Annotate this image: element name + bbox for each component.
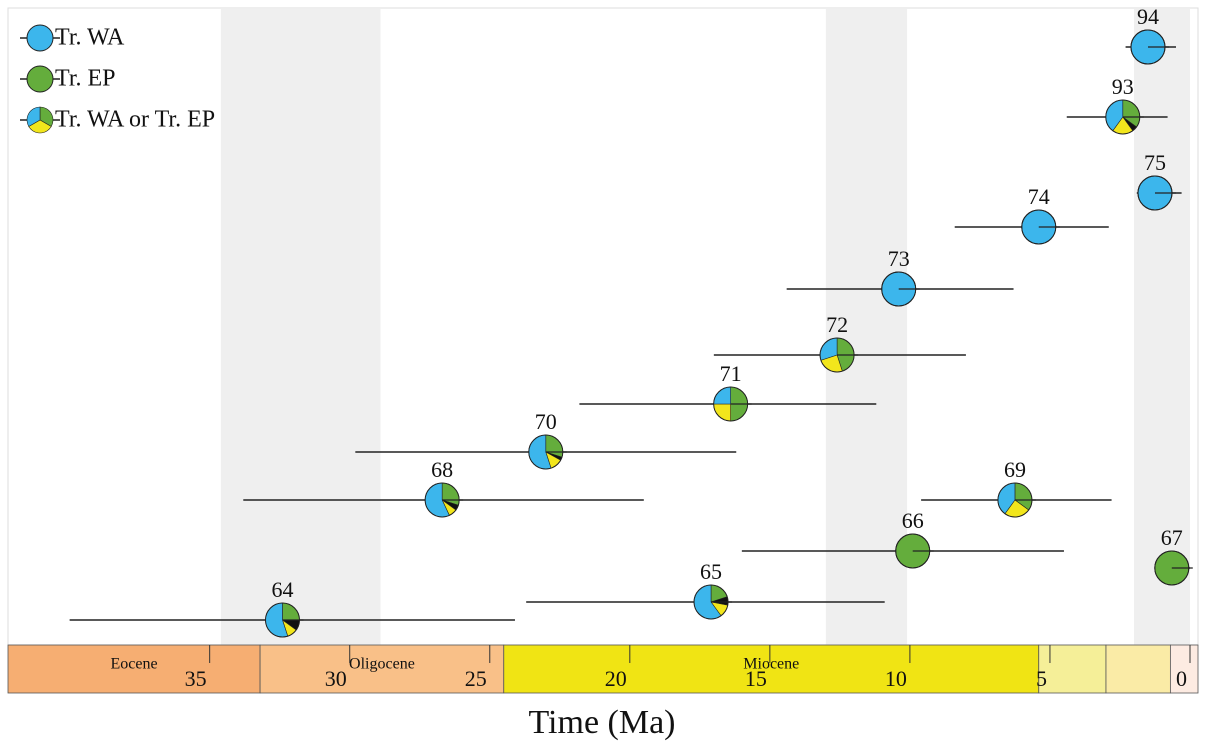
- legend-label: Tr. WA: [55, 25, 125, 51]
- epoch: [1038, 644, 1107, 694]
- x-axis-label: Time (Ma): [528, 704, 675, 741]
- node-label: 71: [720, 361, 742, 386]
- x-tick-label: 0: [1176, 666, 1187, 691]
- pie-node: [1105, 99, 1141, 135]
- legend-label: Tr. WA or Tr. EP: [55, 107, 215, 133]
- node-label: 75: [1144, 150, 1166, 175]
- x-tick-label: 5: [1036, 666, 1047, 691]
- node-label: 64: [271, 577, 293, 602]
- node-label: 70: [535, 409, 557, 434]
- shaded-band: [1133, 9, 1190, 645]
- node-label: 68: [431, 457, 453, 482]
- node-label: 73: [888, 246, 910, 271]
- x-tick-label: 30: [325, 666, 347, 691]
- shaded-band: [220, 9, 381, 645]
- legend-swatch: [28, 119, 52, 134]
- node-label: 67: [1161, 525, 1183, 550]
- node-label: 65: [700, 559, 722, 584]
- node-label: 69: [1004, 457, 1026, 482]
- epoch-label: Eocene: [111, 656, 158, 673]
- shaded-band: [825, 9, 908, 645]
- epoch: [503, 644, 1040, 694]
- pie-node: [997, 482, 1033, 518]
- legend-label: Tr. EP: [55, 66, 116, 92]
- node-label: 93: [1112, 74, 1134, 99]
- x-tick-label: 35: [185, 666, 207, 691]
- legend-swatch: [26, 24, 54, 52]
- epoch: [7, 644, 261, 694]
- plot-frame: [7, 7, 1199, 646]
- node-label: 74: [1028, 184, 1050, 209]
- plot-background: [7, 7, 1199, 646]
- legend-swatch: [26, 106, 41, 127]
- epoch: [1105, 644, 1171, 694]
- x-tick-label: 15: [745, 666, 767, 691]
- epoch-label: Oligocene: [349, 656, 415, 673]
- epoch: [1169, 644, 1199, 694]
- node-label: 66: [902, 508, 924, 533]
- x-tick-label: 25: [465, 666, 487, 691]
- epoch-label: Miocene: [743, 656, 799, 673]
- node-label: 94: [1137, 4, 1159, 29]
- pie-node: [693, 584, 729, 620]
- x-tick-label: 20: [605, 666, 627, 691]
- legend-swatch: [26, 65, 54, 93]
- pie-node: [713, 386, 749, 422]
- x-tick-label: 10: [885, 666, 907, 691]
- pie-node: [264, 602, 300, 638]
- node-label: 72: [826, 312, 848, 337]
